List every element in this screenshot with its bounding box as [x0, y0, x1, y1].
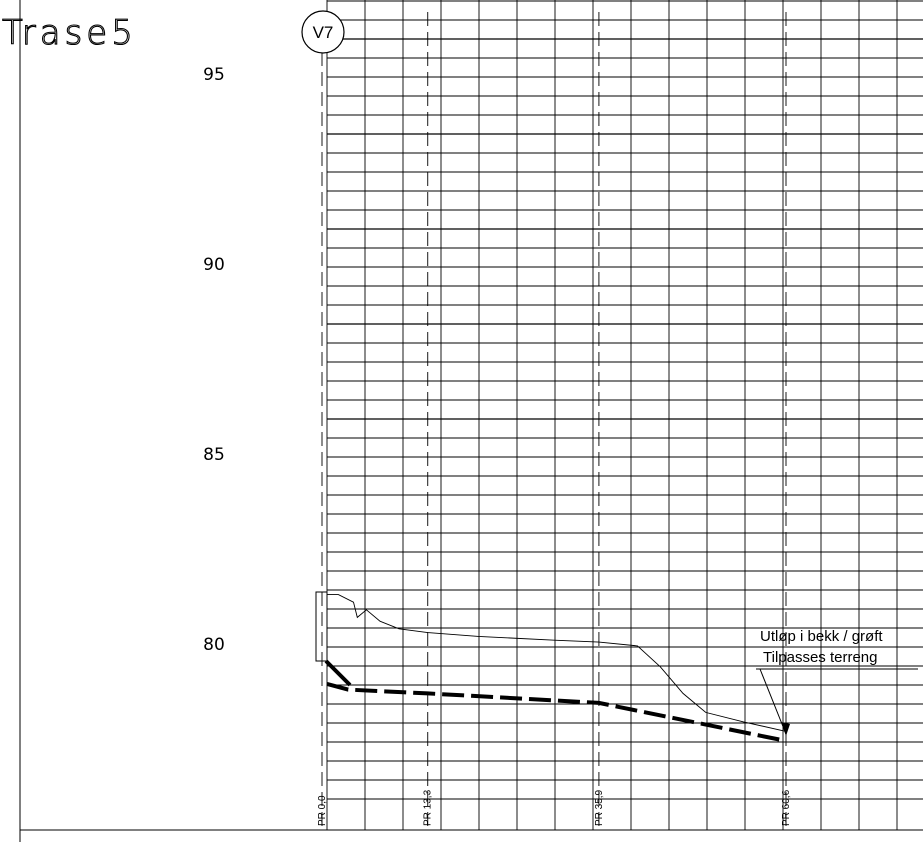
terrain-line	[327, 594, 787, 732]
manhole-box	[315, 591, 328, 662]
elevation-label: 85	[203, 445, 225, 465]
elevation-label: 95	[203, 65, 225, 85]
pipe-line	[326, 681, 787, 743]
pipe-drop-line	[324, 659, 352, 687]
outlet-annotation: Utløp i bekk / grøft Tilpasses terreng	[756, 628, 918, 736]
node-marker: V7	[301, 10, 345, 54]
profile-marker-label: PR 13,3	[423, 789, 434, 826]
elevation-label: 90	[203, 255, 225, 275]
profile-marker-label: PR 35,9	[594, 789, 605, 826]
annotation-line1: Utløp i bekk / grøft	[760, 628, 883, 645]
elevation-label: 80	[203, 635, 225, 655]
elevation-labels: 95 90 85 80	[203, 65, 225, 655]
profile-marker-label: PR 0,0	[317, 795, 328, 826]
drawing-title: Trase5	[2, 13, 137, 53]
grid	[326, 0, 923, 830]
annotation-arrowhead	[781, 722, 790, 736]
node-circle	[301, 10, 345, 54]
profile-marker-label: PR 60,6	[781, 789, 792, 826]
node-label: V7	[313, 23, 334, 42]
annotation-line2: Tilpasses terreng	[763, 649, 878, 666]
